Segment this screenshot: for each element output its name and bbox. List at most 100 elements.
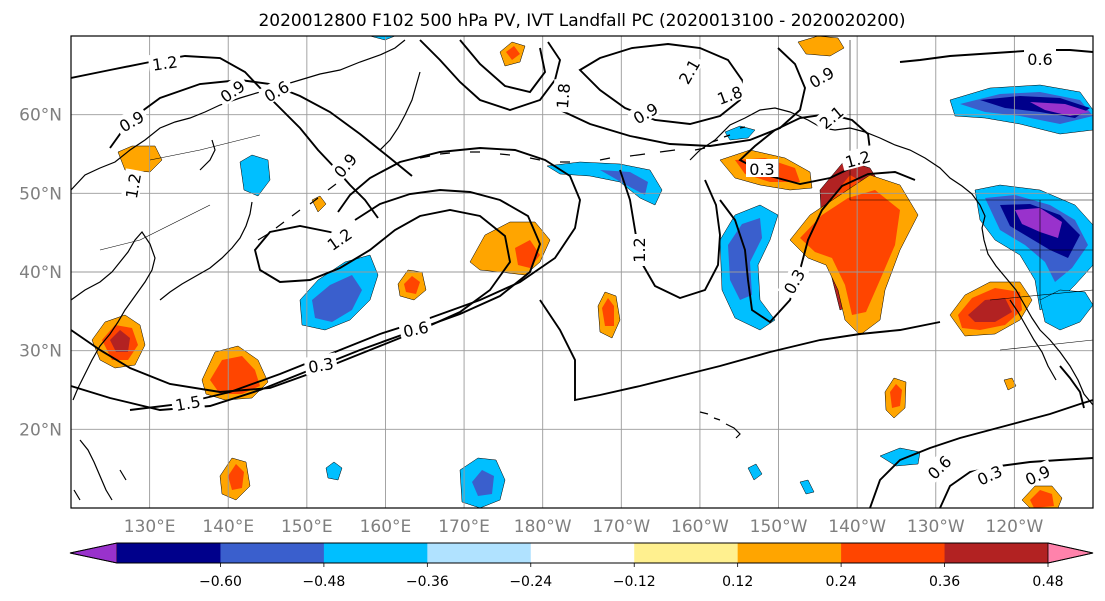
shaded-region-inner [1030,102,1090,116]
contour-label-bg [711,80,748,109]
contour-label-bg [147,50,182,74]
shaded-region-inner [968,298,1012,322]
colorbar-tick-labels: −0.60 −0.48 −0.36 −0.24 −0.12 0.12 0.24 0.36 0.4… [199,563,1064,590]
contour-label: 1.2 [122,172,145,200]
contour-label-bg [812,99,849,134]
contour-label-bg [327,146,362,183]
gridlines [71,36,1093,508]
coastline-kuril-islands [257,183,337,241]
contour-line [738,113,871,185]
lat-tick-label: 40°N [19,263,62,283]
colorbar-segment [117,543,221,563]
contour-label: 0.6 [1027,50,1052,69]
shaded-region [799,479,815,495]
lon-tick-label: 160°E [360,517,412,537]
shaded-region [369,36,396,41]
contour-label-bg [920,448,957,485]
shaded-region [747,463,763,481]
contour-label-bg [629,234,647,266]
colorbar-tick-label: −0.60 [199,574,242,590]
contour-line [559,47,806,147]
shaded-region-inner [210,356,260,394]
coastline-hawaii [699,411,741,439]
lat-tick-label: 20°N [19,420,62,440]
colorbar-segment [634,543,739,563]
contour-label: 1.5 [174,392,202,415]
lon-tick-label: 130°W [907,517,965,537]
lat-tick-label: 30°N [19,342,62,362]
lat-tick-label: 60°N [19,106,62,126]
contour-line [869,399,1093,508]
coastline-aleutians [419,149,676,163]
colorbar-outline [69,542,1094,564]
lon-tick-label: 150°W [750,517,808,537]
coastline-japan [159,139,253,301]
shaded-region [239,154,271,197]
contour-label-bg [1018,459,1056,490]
contour-line [71,189,542,411]
lon-tick-label: 140°W [828,517,886,537]
contour-label-bg [1024,49,1056,67]
longitude-ticks: 130°E 140°E 150°E 160°E 170°E 180°W 170°W 160°W… [124,517,1044,537]
map-frame [70,35,1094,509]
shaded-region [117,145,163,173]
colorbar-tick-label: −0.12 [613,574,656,590]
coastline-taiwan-philippines [73,439,127,501]
shaded-region [797,36,845,57]
contour-label-bg [746,159,778,177]
shaded-region-inner [800,190,900,315]
contour-label-bg [626,96,664,129]
border-canada-us [849,40,1093,201]
lon-tick-label: 160°W [671,517,729,537]
contour-line [129,147,581,411]
colorbar-tick-label: 0.24 [826,574,857,590]
coastlines [71,39,1093,501]
contour-label: 1.8 [553,82,574,109]
shaded-region [879,447,921,467]
contour-line [1059,365,1085,409]
colorbar-tick-label: −0.48 [302,574,345,590]
shaded-region-inner [890,384,902,408]
shaded-region [546,161,663,206]
border-asia [99,134,261,251]
lon-tick-label: 120°W [986,517,1044,537]
colorbar-segment [841,543,946,563]
lon-tick-label: 170°E [438,517,490,537]
contour-label-bg [672,52,705,90]
shaded-region-inner [404,276,420,294]
pv-contours [71,39,1093,508]
contour-label-bg [303,352,338,376]
contour-label-bg [551,79,573,113]
contour-label: 1.2 [151,52,179,74]
shaded-region [1003,377,1017,391]
contour-label: 0.6 [401,318,430,342]
colorbar-extend-low [69,542,118,564]
contour-label-bg [257,74,295,107]
colorbar [69,542,1094,564]
lon-tick-label: 140°E [202,517,254,537]
pc-shading [91,36,1093,508]
colorbar-segment [427,543,532,563]
colorbar-tick-label: −0.36 [406,574,449,590]
contour-label-bg [777,262,810,300]
contour-label-bg [398,315,434,341]
contour-label-bg [839,145,876,171]
contour-label-bg [120,168,144,203]
contour-label-bg [170,390,205,414]
contour-line [899,49,1093,63]
shaded-region-inner [312,275,362,322]
lon-tick-label: 150°E [281,517,333,537]
colorbar-tick-label: 0.12 [722,574,753,590]
colorbar-segment [944,543,1049,563]
coastline-kamchatka [379,71,421,151]
border-state-lines [980,200,1093,351]
coastline-korea-china [71,231,156,401]
figure-title: 2020012800 F102 500 hPa PV, IVT Landfall… [258,11,905,31]
coastline-alaska-islands [694,126,746,151]
country-borders [99,40,1093,351]
colorbar-extend-high [1047,542,1094,564]
colorbar-segment [220,543,325,563]
colorbar-segment [323,543,428,563]
map-panel: 1.20.9 0.60.91.20.91.20.60.31.51.82.11.80… [70,35,1094,509]
